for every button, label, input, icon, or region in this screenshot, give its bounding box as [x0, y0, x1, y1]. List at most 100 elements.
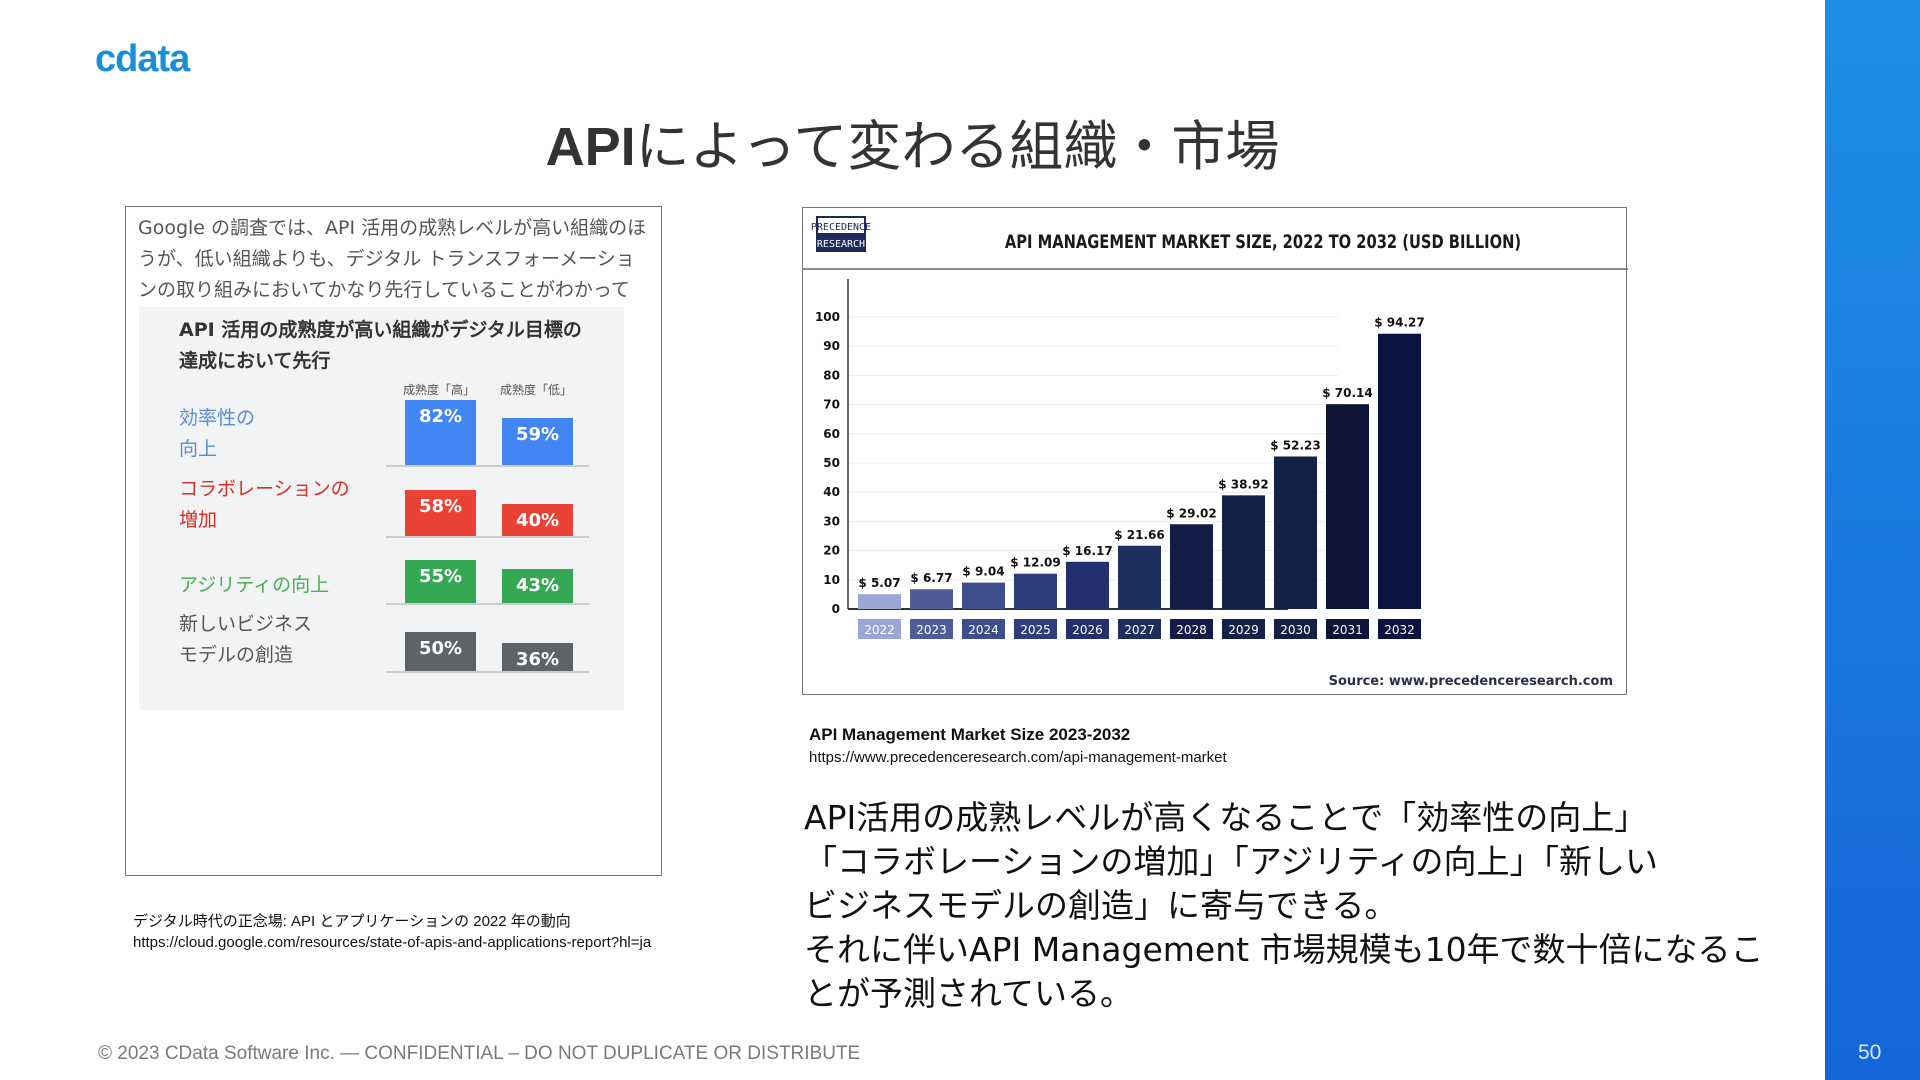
row-label: アジリティの向上: [179, 570, 329, 601]
year-label: 2024: [968, 623, 999, 637]
right-caption-title: API Management Market Size 2023-2032: [809, 725, 1131, 744]
year-label-bg: [1222, 619, 1265, 639]
bar-value-label: $ 9.04: [962, 565, 1004, 579]
summary-line: とが予測されている。: [804, 974, 1134, 1013]
y-tick-label: 70: [823, 398, 840, 412]
maturity-chart: API 活用の成熟度が高い組織がデジタル目標の達成において先行 成熟度「高」 成…: [139, 307, 624, 710]
row-label-line: コラボレーションの: [179, 478, 350, 500]
bar-value-label: $ 6.77: [910, 571, 952, 585]
title-rest: によって変わる組織・市場: [635, 115, 1280, 178]
bar-2027: [1118, 545, 1161, 609]
row-label-line: 向上: [179, 438, 218, 460]
bar-2022: [858, 594, 901, 609]
bar-2024: [962, 582, 1005, 609]
chart-title: API MANAGEMENT MARKET SIZE, 2022 TO 2032…: [1005, 232, 1521, 253]
summary-line: 「コラボレーションの増加」「アジリティの向上」「新しい: [804, 842, 1659, 881]
year-label-bg: [1274, 619, 1317, 639]
row-label-line: アジリティの向上: [179, 574, 330, 596]
precedence-logo-top: [818, 218, 864, 233]
col-header-high: 成熟度「高」: [402, 383, 475, 397]
bar-2030: [1274, 456, 1317, 609]
page-title: APIによって変わる組織・市場: [0, 102, 1825, 181]
year-label-bg: [858, 619, 901, 639]
bar-high: 58%: [405, 490, 476, 536]
year-label: 2032: [1384, 623, 1415, 637]
bar-2031: [1326, 404, 1369, 609]
summary-text: API活用の成熟レベルが高くなることで「効率性の向上」 「コラボレーションの増加…: [804, 796, 1814, 1016]
bar-low: 36%: [502, 642, 573, 671]
bar-low: 59%: [502, 418, 573, 465]
y-tick-label: 60: [823, 427, 840, 441]
bar-value-label: $ 29.02: [1166, 506, 1216, 520]
baseline: [386, 603, 589, 605]
bar-value-label: $ 38.92: [1218, 477, 1268, 491]
y-tick-label: 90: [823, 339, 840, 353]
bar-2028: [1170, 524, 1213, 609]
year-label: 2026: [1072, 623, 1103, 637]
bar-2025: [1014, 573, 1057, 609]
year-label-bg: [1066, 619, 1109, 639]
year-label-bg: [962, 619, 1005, 639]
row-label: コラボレーションの 増加: [179, 474, 350, 536]
bar-2023: [910, 589, 953, 609]
year-label: 2029: [1228, 623, 1259, 637]
year-label: 2031: [1332, 623, 1363, 637]
bar-high: 82%: [405, 400, 476, 465]
year-label-bg: [1326, 619, 1369, 639]
summary-line: ビジネスモデルの創造」に寄与できる。: [804, 886, 1398, 925]
year-label-bg: [1170, 619, 1213, 639]
y-tick-label: 10: [823, 573, 840, 587]
year-label-bg: [1118, 619, 1161, 639]
bar-value-label: $ 94.27: [1374, 316, 1424, 330]
bar-value-label: $ 5.07: [858, 576, 900, 590]
row-label: 効率性の 向上: [179, 403, 255, 465]
maturity-chart-title: API 活用の成熟度が高い組織がデジタル目標の達成において先行: [179, 319, 582, 372]
summary-line: それに伴いAPI Management 市場規模も10年で数十倍になるこ: [804, 930, 1764, 969]
year-label-bg: [1014, 619, 1057, 639]
cdata-logo: cdata: [95, 38, 190, 80]
bar-value-label: $ 70.14: [1322, 386, 1372, 400]
footer-copyright: © 2023 CData Software Inc. — CONFIDENTIA…: [98, 1043, 861, 1064]
row-label-line: 効率性の: [179, 407, 256, 429]
market-chart-svg: PRECEDENCE RESEARCH API MANAGEMENT MARKET …: [803, 216, 1628, 689]
left-caption: デジタル時代の正念場: API とアプリケーションの 2022 年の動向: [133, 913, 571, 930]
row-label-line: 新しいビジネス: [179, 613, 313, 635]
bar-2032: [1378, 333, 1421, 609]
chart-source: Source: www.precedenceresearch.com: [1329, 674, 1613, 689]
logo-line1: PRECEDENCE: [811, 222, 871, 233]
y-tick-label: 80: [823, 368, 840, 382]
y-tick-label: 0: [832, 602, 840, 616]
right-source-link[interactable]: https://www.precedenceresearch.com/api-m…: [809, 749, 1227, 766]
market-size-chart: PRECEDENCE RESEARCH API MANAGEMENT MARKET …: [802, 207, 1628, 695]
col-header-low: 成熟度「低」: [499, 383, 572, 397]
bar-2026: [1066, 561, 1109, 609]
year-label: 2023: [916, 623, 947, 637]
bar-value-label: $ 21.66: [1114, 528, 1164, 542]
bar-value-label: $ 52.23: [1270, 438, 1320, 452]
title-bold: API: [545, 117, 636, 177]
year-label: 2025: [1020, 623, 1051, 637]
year-label-bg: [910, 619, 953, 639]
year-label-bg: [1378, 619, 1421, 639]
bar-value-label: $ 12.09: [1010, 556, 1060, 570]
y-tick-label: 100: [815, 310, 840, 324]
row-label-line: モデルの創造: [179, 644, 294, 666]
bar-low: 40%: [502, 504, 573, 536]
bar-low: 43%: [502, 569, 573, 603]
row-label-line: 増加: [179, 509, 218, 531]
y-tick-label: 50: [823, 456, 840, 470]
left-source-link[interactable]: https://cloud.google.com/resources/state…: [133, 934, 652, 951]
page-number: 50: [1858, 1041, 1882, 1064]
y-tick-label: 30: [823, 514, 840, 528]
baseline: [386, 536, 589, 538]
year-label: 2028: [1176, 623, 1207, 637]
year-label: 2027: [1124, 623, 1155, 637]
logo-line2: RESEARCH: [817, 239, 865, 250]
google-survey-image: Google の調査では、API 活用の成熟レベルが高い組織のほうが、低い組織よ…: [125, 206, 662, 876]
year-label: 2030: [1280, 623, 1311, 637]
bar-high: 50%: [405, 631, 476, 671]
side-accent-bar: [1825, 0, 1920, 1080]
y-tick-label: 20: [823, 544, 840, 558]
bar-2029: [1222, 495, 1265, 609]
baseline: [386, 465, 589, 467]
